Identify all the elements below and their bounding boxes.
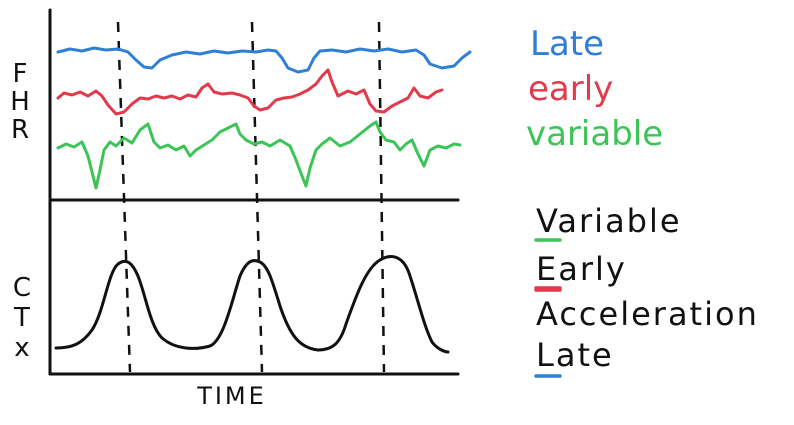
svg-text:Early: Early — [536, 250, 627, 288]
fhr-label-letter-r: R — [11, 115, 29, 145]
late-deceleration-trace — [56, 46, 472, 74]
ctx-label-letter-t: T — [13, 303, 30, 333]
ctx-label-letter-x: x — [14, 333, 29, 363]
mnemonic-first-letter: A — [536, 295, 559, 333]
mnemonic-rest: arly — [558, 250, 627, 288]
early-deceleration-trace — [56, 68, 444, 116]
mnemonic-early: Early — [534, 250, 627, 290]
peak-marker-2 — [250, 21, 264, 373]
svg-text:Late: Late — [536, 336, 614, 374]
contraction-trace — [54, 255, 450, 354]
svg-text:Variable: Variable — [536, 202, 682, 240]
mnemonic-variable: Variable — [534, 202, 682, 242]
legend-early: early — [528, 69, 613, 109]
mnemonic-rest: ate — [556, 336, 614, 374]
mnemonic-late: Late — [534, 336, 614, 378]
variable-deceleration-trace — [56, 120, 462, 190]
time-label: TIME — [196, 382, 267, 410]
legend-late: Late — [530, 24, 604, 64]
mnemonic-first-letter: L — [536, 336, 556, 374]
mnemonic-first-letter: E — [536, 250, 558, 288]
peak-marker-3 — [377, 21, 386, 373]
peak-marker-1 — [116, 21, 132, 373]
mnemonic-rest: cceleration — [559, 295, 759, 333]
ctx-label-letter-c: C — [13, 273, 31, 303]
fhr-label-letter-f: F — [13, 59, 28, 89]
svg-text:Acceleration: Acceleration — [536, 295, 759, 333]
mnemonic-first-letter: V — [536, 202, 558, 240]
fhr-label-letter-h: H — [10, 87, 30, 117]
legend-variable: variable — [526, 114, 663, 154]
mnemonic-acceleration: Acceleration — [534, 288, 759, 333]
mnemonic-rest: ariable — [557, 202, 681, 240]
